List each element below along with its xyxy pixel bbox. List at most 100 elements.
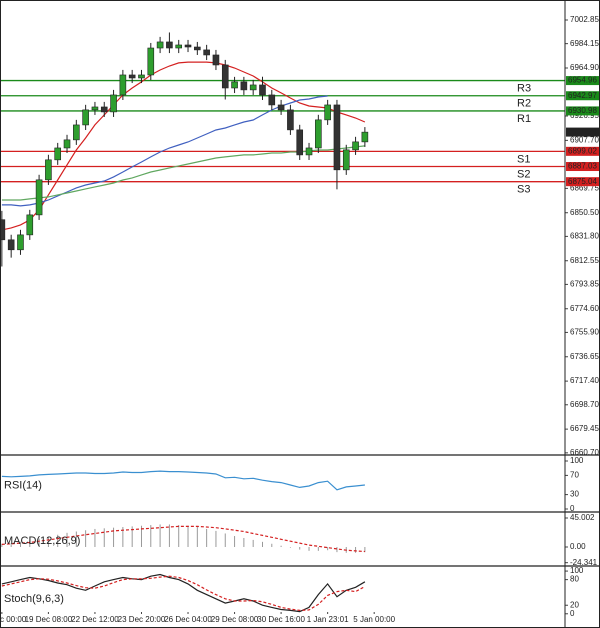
indicator-line: [1, 145, 365, 201]
x-tick-label: 5 Jan 00:00: [353, 615, 395, 624]
candle-body: [333, 104, 341, 171]
level-value: 6954.96: [568, 76, 597, 85]
y-tick-label: 6831.80: [570, 231, 599, 240]
candle-body: [156, 41, 164, 49]
candle-body: [203, 49, 210, 56]
candle-body: [7, 239, 15, 251]
indicator-line: [1, 61, 366, 231]
y-tick-label: 7002.85: [570, 15, 599, 24]
y-tick-label: -24.341: [570, 558, 598, 567]
candle-body: [305, 147, 313, 156]
candle-body: [91, 106, 99, 111]
level-value: 6942.97: [568, 91, 597, 100]
candle-body: [212, 54, 220, 66]
level-box: [566, 91, 600, 101]
level-box: [566, 106, 600, 116]
y-tick-label: 20: [570, 600, 579, 609]
x-tick-label: 22 Dec 12:00: [71, 615, 119, 624]
y-tick-label: 100: [570, 566, 584, 575]
y-tick-label: 30: [570, 490, 579, 499]
level-name: R3: [517, 82, 531, 94]
y-tick-label: 6660.70: [570, 448, 599, 457]
level-name: S3: [517, 184, 530, 196]
y-tick-label: 45.002: [570, 513, 595, 522]
candle-body: [221, 64, 229, 89]
panel-title: MACD(12,26,9): [4, 535, 80, 547]
candle-body: [147, 47, 155, 76]
candle-body: [324, 104, 331, 121]
y-tick-label: 6984.15: [570, 39, 599, 48]
x-tick-label: 26 Dec 04:00: [164, 615, 212, 624]
candle-body: [138, 74, 145, 79]
level-value: 6930.98: [568, 106, 597, 115]
candle-body: [352, 141, 359, 151]
level-name: R2: [517, 98, 531, 110]
candle-body: [54, 147, 62, 161]
candle-body: [82, 109, 89, 126]
x-tick-label: 30 Dec 16:00: [257, 615, 305, 624]
candle-body: [231, 81, 238, 89]
indicator-line: [1, 573, 366, 613]
indicator-line: [1, 470, 365, 491]
candle-body: [73, 124, 80, 141]
candle-body: [166, 41, 173, 49]
indicator-line: [1, 95, 328, 207]
candle-body: [128, 74, 136, 79]
y-tick-label: 6774.60: [570, 304, 599, 313]
indicator-line: [1, 525, 365, 553]
y-tick-label: 6812.55: [570, 256, 599, 265]
candle-body: [249, 84, 257, 91]
candle-body: [315, 119, 322, 149]
candle-body: [35, 179, 43, 216]
candle-body: [0, 219, 6, 241]
level-box: [566, 146, 600, 156]
candle-body: [240, 81, 248, 91]
x-tick-label: 19 Dec 08:00: [25, 615, 73, 624]
y-tick-label: 70: [570, 471, 579, 480]
y-tick-label: 6850.50: [570, 208, 599, 217]
y-tick-label: 6964.90: [570, 63, 599, 72]
level-name: S2: [517, 168, 530, 180]
y-tick-label: 6755.90: [570, 328, 599, 337]
y-tick-label: 6926.95: [570, 111, 599, 120]
y-tick-label: 6736.65: [570, 352, 599, 361]
candle-body: [361, 131, 369, 143]
x-tick-label: c 00:00: [0, 615, 27, 624]
panel-title: Stoch(9,6,3): [4, 593, 64, 605]
y-tick-label: 6907.70: [570, 135, 599, 144]
level-name: S1: [517, 153, 530, 165]
candle-body: [287, 109, 294, 131]
candle-body: [45, 159, 52, 181]
y-tick-label: 6869.75: [570, 183, 599, 192]
panel-title: RSI(14): [4, 479, 42, 491]
indicator-line: [1, 575, 366, 612]
candle-body: [26, 214, 34, 236]
level-name: R1: [517, 113, 531, 125]
y-tick-label: 6717.40: [570, 376, 599, 385]
y-tick-label: 0: [570, 609, 575, 618]
y-tick-label: 0.00: [570, 542, 586, 551]
level-value: 6899.02: [568, 146, 597, 155]
y-tick-label: 6793.85: [570, 280, 599, 289]
y-tick-label: 6698.70: [570, 400, 599, 409]
candle-body: [342, 149, 350, 171]
last-price: 6914.24: [568, 127, 597, 136]
level-box: [566, 76, 600, 86]
candle-body: [277, 104, 285, 111]
candle-body: [184, 44, 192, 48]
candle-body: [175, 44, 183, 49]
y-tick-label: 0: [570, 504, 575, 513]
last-price-box: [566, 127, 600, 137]
y-tick-label: 100: [570, 456, 584, 465]
candle-body: [268, 94, 276, 106]
candle-body: [259, 84, 266, 96]
candle-body: [100, 106, 108, 113]
level-box: [566, 177, 600, 187]
candle-body: [194, 46, 201, 51]
candle-body: [17, 234, 24, 251]
x-tick-label: 1 Jan 23:01: [307, 615, 349, 624]
level-box: [566, 162, 600, 172]
candle-body: [63, 139, 71, 149]
